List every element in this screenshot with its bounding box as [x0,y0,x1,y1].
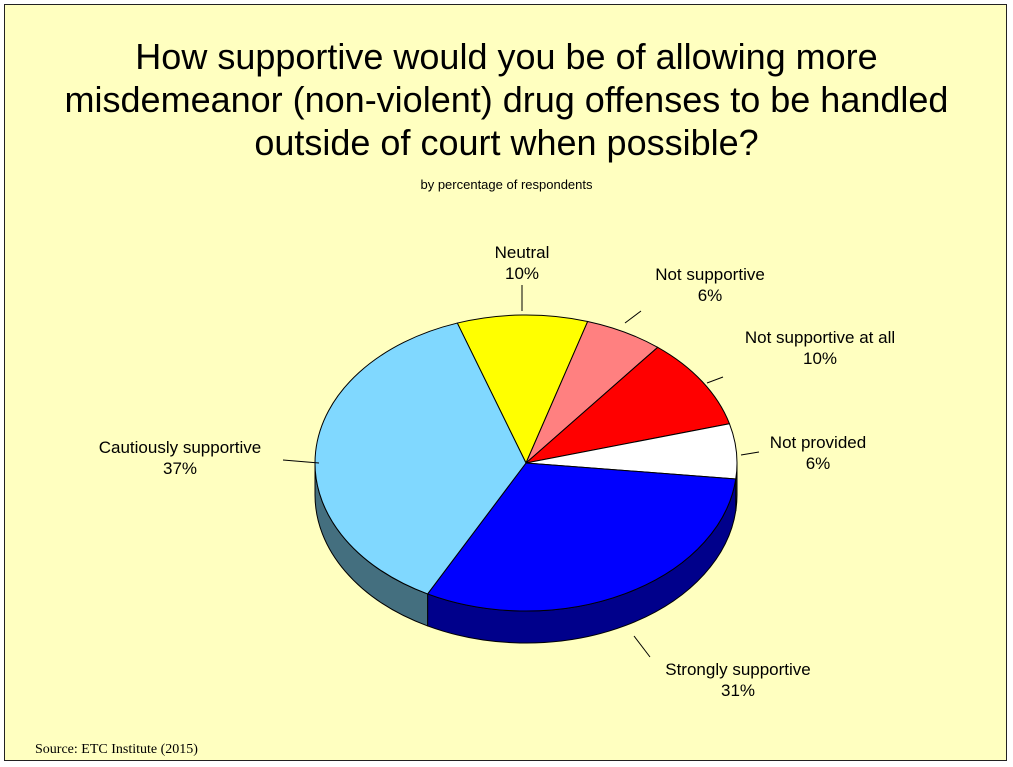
slice-label-not-supportive-at-all: Not supportive at all [745,328,895,347]
pie-slice-neutral [456,314,589,465]
leader-line-cautiously-supportive [282,459,320,464]
slice-value-not-supportive: 6% [698,286,723,305]
chart-title: How supportive would you be of allowing … [5,35,1008,164]
title-line-1: How supportive would you be of allowing … [135,36,878,77]
pie-slice-not-supportive-at-all [524,346,731,464]
leader-line-not-supportive-at-all [706,376,724,384]
chart-subtitle: by percentage of respondents [420,177,593,192]
slice-label-not-provided: Not provided [770,433,866,452]
pie-chart: Neutral 10% Not supportive 6% Not supportive… [99,243,895,700]
slice-value-strongly-supportive: 31% [721,681,755,700]
slice-label-strongly-supportive: Strongly supportive [665,660,811,679]
pie-slice-cautiously-supportive [314,322,527,595]
leader-line-not-supportive [624,310,642,324]
slice-value-not-provided: 6% [806,454,831,473]
pie-slice-strongly-supportive [426,462,737,612]
source-note: Source: ETC Institute (2015) [35,742,198,757]
chart-slide: How supportive would you be of allowing … [4,4,1007,761]
title-line-2: misdemeanor (non-violent) drug offenses … [64,79,949,120]
pie-slices [314,314,738,612]
title-line-3: outside of court when possible? [254,122,759,163]
pie-labels: Neutral 10% Not supportive 6% Not supportive… [99,243,895,700]
slice-label-not-supportive: Not supportive [655,265,765,284]
leader-line-not-provided [740,451,760,456]
slice-value-not-supportive-at-all: 10% [803,349,837,368]
slice-label-neutral: Neutral [495,243,550,262]
slice-value-cautiously-supportive: 37% [163,459,197,478]
slice-value-neutral: 10% [505,264,539,283]
slice-label-cautiously-supportive: Cautiously supportive [99,438,262,457]
leader-line-strongly-supportive [633,635,651,658]
